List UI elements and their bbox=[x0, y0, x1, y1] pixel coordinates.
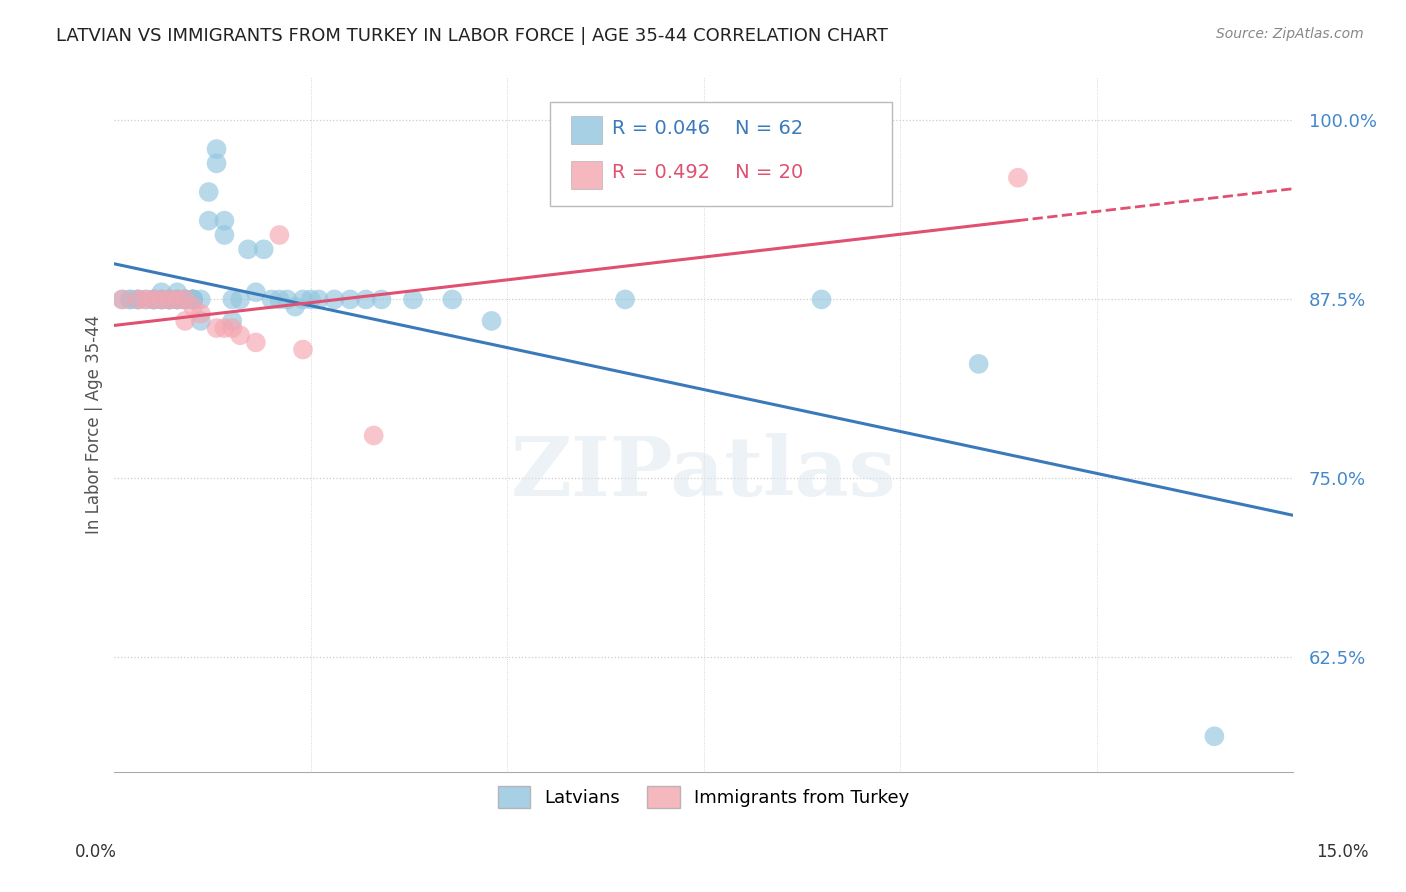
Point bbox=[354, 293, 377, 307]
Point bbox=[142, 293, 165, 307]
Point bbox=[221, 293, 243, 307]
Point bbox=[181, 293, 204, 307]
Point bbox=[157, 293, 180, 307]
Point bbox=[166, 285, 188, 300]
Text: 0.0%: 0.0% bbox=[75, 843, 117, 861]
Point bbox=[245, 335, 267, 350]
Point bbox=[197, 185, 219, 199]
Point bbox=[157, 293, 180, 307]
Point bbox=[205, 156, 228, 170]
Point bbox=[245, 285, 267, 300]
Point bbox=[967, 357, 990, 371]
Point bbox=[142, 293, 165, 307]
Point bbox=[181, 300, 204, 314]
Point bbox=[236, 242, 259, 256]
Point bbox=[370, 293, 392, 307]
Point bbox=[166, 293, 188, 307]
Point bbox=[284, 300, 307, 314]
Point bbox=[174, 293, 197, 307]
Point bbox=[253, 242, 276, 256]
Point bbox=[157, 293, 180, 307]
Point bbox=[174, 293, 197, 307]
Point bbox=[190, 307, 212, 321]
Point bbox=[166, 293, 188, 307]
Point bbox=[166, 293, 188, 307]
Point bbox=[1007, 170, 1029, 185]
Point bbox=[221, 321, 243, 335]
Text: 15.0%: 15.0% bbox=[1316, 843, 1369, 861]
Point bbox=[181, 293, 204, 307]
Point bbox=[150, 293, 173, 307]
Text: LATVIAN VS IMMIGRANTS FROM TURKEY IN LABOR FORCE | AGE 35-44 CORRELATION CHART: LATVIAN VS IMMIGRANTS FROM TURKEY IN LAB… bbox=[56, 27, 889, 45]
Point bbox=[142, 293, 165, 307]
Point bbox=[299, 293, 322, 307]
Point bbox=[157, 293, 180, 307]
Point bbox=[174, 293, 197, 307]
Point bbox=[214, 213, 236, 227]
Point bbox=[135, 293, 157, 307]
Point bbox=[441, 293, 464, 307]
Point bbox=[205, 321, 228, 335]
Point bbox=[229, 293, 252, 307]
Point bbox=[120, 293, 142, 307]
Text: Source: ZipAtlas.com: Source: ZipAtlas.com bbox=[1216, 27, 1364, 41]
Point bbox=[291, 293, 314, 307]
Point bbox=[205, 142, 228, 156]
Point bbox=[308, 293, 330, 307]
Point bbox=[135, 293, 157, 307]
Point bbox=[229, 328, 252, 343]
Point bbox=[181, 293, 204, 307]
Point bbox=[142, 293, 165, 307]
Point bbox=[127, 293, 149, 307]
Point bbox=[174, 293, 197, 307]
Point bbox=[181, 293, 204, 307]
Point bbox=[291, 343, 314, 357]
Point bbox=[190, 293, 212, 307]
Point bbox=[166, 293, 188, 307]
Point bbox=[221, 314, 243, 328]
Point bbox=[481, 314, 503, 328]
Point bbox=[127, 293, 149, 307]
Point bbox=[174, 314, 197, 328]
FancyBboxPatch shape bbox=[571, 161, 602, 189]
Point bbox=[190, 314, 212, 328]
Text: ZIPatlas: ZIPatlas bbox=[510, 434, 897, 514]
Point bbox=[181, 293, 204, 307]
Point bbox=[276, 293, 298, 307]
Point bbox=[150, 285, 173, 300]
Point bbox=[150, 293, 173, 307]
Point bbox=[150, 293, 173, 307]
Point bbox=[269, 293, 291, 307]
Point bbox=[197, 213, 219, 227]
Point bbox=[157, 293, 180, 307]
Point bbox=[614, 293, 637, 307]
Point bbox=[269, 227, 291, 242]
Point bbox=[120, 293, 142, 307]
Text: R = 0.046    N = 62: R = 0.046 N = 62 bbox=[612, 119, 803, 137]
Point bbox=[260, 293, 283, 307]
Point bbox=[323, 293, 346, 307]
Legend: Latvians, Immigrants from Turkey: Latvians, Immigrants from Turkey bbox=[491, 779, 917, 815]
Point bbox=[214, 227, 236, 242]
Point bbox=[111, 293, 134, 307]
Point bbox=[1204, 729, 1226, 743]
Point bbox=[402, 293, 425, 307]
Point bbox=[127, 293, 149, 307]
Point bbox=[150, 293, 173, 307]
FancyBboxPatch shape bbox=[551, 102, 893, 206]
Y-axis label: In Labor Force | Age 35-44: In Labor Force | Age 35-44 bbox=[86, 315, 103, 534]
Point bbox=[214, 321, 236, 335]
Point bbox=[111, 293, 134, 307]
Point bbox=[810, 293, 832, 307]
FancyBboxPatch shape bbox=[571, 116, 602, 145]
Text: R = 0.492    N = 20: R = 0.492 N = 20 bbox=[612, 163, 803, 182]
Point bbox=[174, 293, 197, 307]
Point bbox=[363, 428, 385, 442]
Point bbox=[339, 293, 361, 307]
